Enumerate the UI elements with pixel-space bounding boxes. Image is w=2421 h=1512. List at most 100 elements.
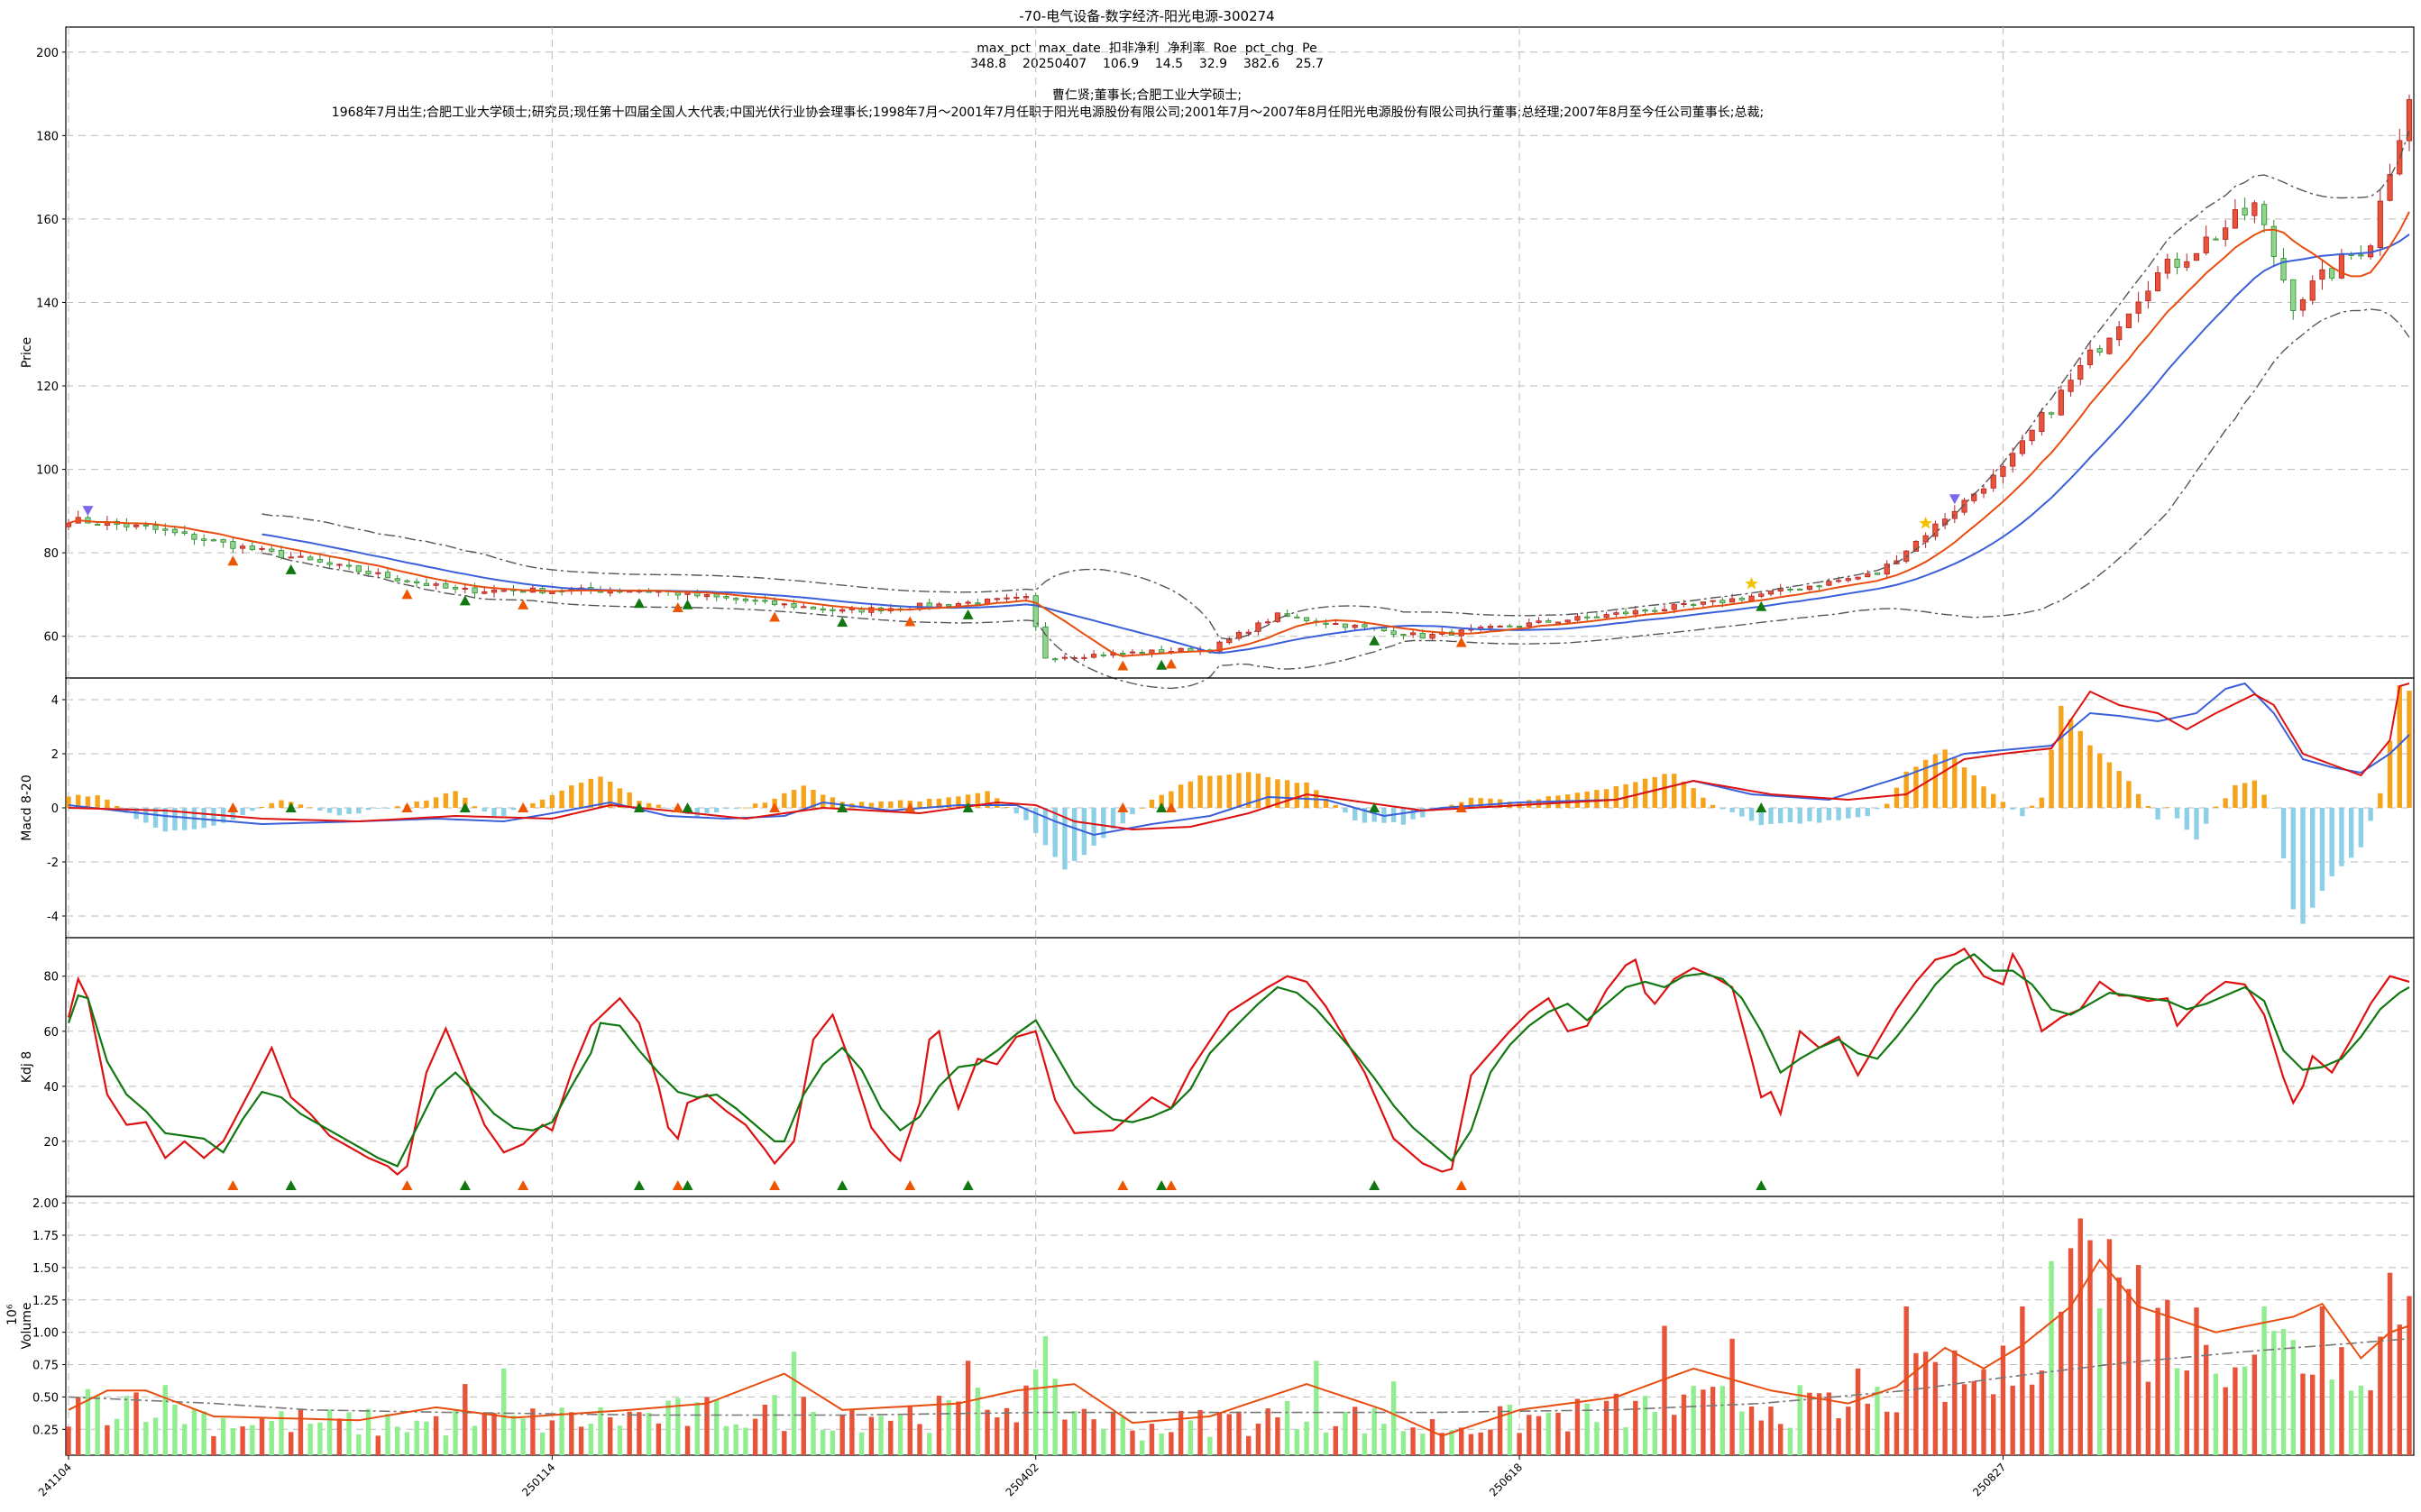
volume-bar: [1052, 1378, 1058, 1455]
candle-up: [1574, 616, 1581, 621]
macd-signal-marker: [633, 802, 645, 812]
macd-hist-bar: [1420, 808, 1426, 818]
macd-hist-bar: [1826, 808, 1832, 820]
macd-hist-bar: [627, 792, 632, 808]
volume-bar: [1555, 1412, 1561, 1455]
price-signal-marker: [672, 602, 683, 613]
macd-hist-bar: [1207, 775, 1213, 808]
macd-hist-bar: [2145, 806, 2151, 808]
macd-hist-bar: [1101, 808, 1106, 838]
macd-hist-bar: [946, 797, 951, 808]
volume-bar: [1981, 1369, 1986, 1455]
candle-up: [133, 524, 140, 527]
candle-down: [365, 571, 371, 574]
candle-up: [1922, 535, 1929, 543]
macd-hist-bar: [2116, 771, 2122, 808]
macd-hist-bar: [1748, 808, 1755, 821]
volume-bar: [569, 1412, 574, 1455]
macd-hist-bar: [530, 802, 536, 808]
volume-bar: [975, 1388, 981, 1455]
macd-hist-bar: [897, 800, 903, 808]
candle-up: [1884, 564, 1890, 575]
candle-up: [2309, 280, 2316, 301]
volume-bar: [956, 1401, 961, 1455]
volume-bar: [230, 1427, 236, 1455]
x-tick-label: 250114: [519, 1461, 557, 1498]
candle-up: [955, 603, 962, 607]
candle-down: [791, 603, 797, 609]
volume-bar: [1719, 1386, 1726, 1455]
volume-bar: [811, 1411, 816, 1455]
macd-hist-bar: [2387, 740, 2393, 808]
volume-bar: [162, 1385, 168, 1455]
volume-bar: [917, 1424, 922, 1455]
candle-down: [201, 538, 207, 541]
macd-hist-bar: [888, 801, 894, 808]
volume-bar: [1381, 1424, 1387, 1455]
candle-up: [2184, 261, 2190, 268]
volume-bar: [385, 1414, 390, 1455]
volume-bar: [1497, 1406, 1503, 1455]
price-ytick-label: 60: [43, 631, 59, 645]
candle-up: [2106, 337, 2113, 354]
kdj-signal-marker: [285, 1180, 297, 1190]
candle-up: [1554, 621, 1562, 624]
candle-up: [2203, 236, 2209, 253]
candle-up: [1613, 612, 1619, 615]
macd-hist-bar: [1236, 773, 1242, 808]
candle-down: [2290, 279, 2297, 311]
candle-down: [2213, 238, 2219, 241]
macd-signal-marker: [1369, 802, 1380, 812]
volume-bar: [714, 1399, 720, 1455]
macd-hist-bar: [2348, 808, 2354, 858]
macd-hist-bar: [1042, 808, 1049, 846]
volume-bar: [95, 1395, 100, 1455]
volume-bar: [2407, 1296, 2412, 1455]
volume-bar: [279, 1411, 284, 1455]
candle-down: [1622, 611, 1629, 615]
volume-panel: 0.25 0.50 0.75 1.00 1.25 1.50 1.75 2.00 Volume10…: [5, 1196, 2415, 1456]
candle-up: [1487, 626, 1494, 628]
volume-bar: [414, 1420, 419, 1455]
macd-hist-bar: [578, 783, 584, 808]
volume-bar: [2397, 1324, 2402, 1455]
volume-bar: [1004, 1407, 1010, 1455]
candle-down: [1294, 616, 1300, 619]
candle-down: [1516, 626, 1523, 628]
volume-bar: [733, 1424, 738, 1455]
macd-hist-bar: [95, 795, 100, 808]
price-signal-marker: [459, 595, 471, 606]
candle-down: [1816, 585, 1822, 588]
candle-up: [1526, 622, 1532, 627]
kdj-signal-marker: [1756, 1180, 1767, 1190]
price-ytick-label: 120: [36, 380, 59, 394]
price-signal-marker: [1156, 659, 1168, 670]
macd-hist-bar: [927, 798, 932, 808]
volume-bar: [1275, 1416, 1280, 1455]
volume-bar: [868, 1416, 875, 1455]
volume-bar: [240, 1426, 245, 1455]
macd-hist-bar: [2319, 808, 2325, 892]
candle-down: [1042, 626, 1049, 659]
macd-hist-bar: [1140, 807, 1145, 809]
volume-bar: [1246, 1435, 1252, 1455]
candle-down: [713, 593, 720, 598]
kdj-signal-marker: [904, 1180, 916, 1190]
candle-up: [1081, 656, 1087, 659]
candle-down: [142, 524, 149, 527]
volume-bar: [317, 1422, 323, 1455]
volume-bar: [2135, 1265, 2141, 1455]
candle-up: [1681, 602, 1687, 605]
candle-down: [472, 587, 478, 594]
price-signal-marker: [518, 599, 529, 609]
kdj-ytick-label: 40: [43, 1081, 59, 1095]
volume-unit: 10⁶: [5, 1304, 20, 1325]
macd-hist-bar: [1672, 774, 1677, 808]
macd-hist-bar: [1952, 757, 1958, 808]
macd-hist-bar: [782, 793, 787, 808]
candle-down: [762, 600, 768, 602]
volume-bar: [1922, 1352, 1929, 1455]
price-signal-marker: [1756, 600, 1767, 611]
macd-hist-bar: [385, 808, 390, 809]
